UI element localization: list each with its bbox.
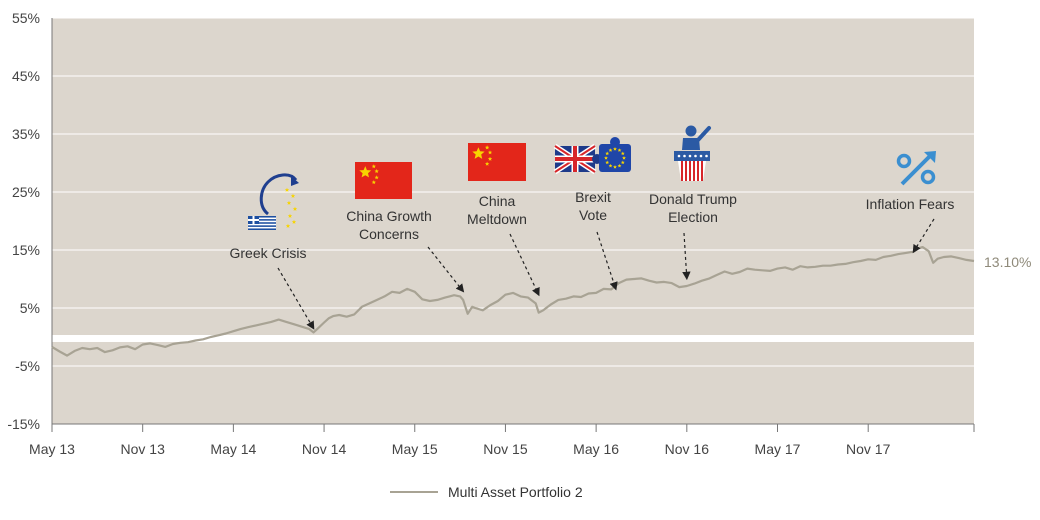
- greek-flag-drain-icon: [248, 173, 299, 230]
- axes: -15% -5% 5% 15% 25% 35% 45% 55% May 13 Nov 13 May …: [7, 10, 975, 457]
- y-tick-label: -15%: [7, 416, 40, 432]
- x-tick-label: Nov 15: [483, 441, 528, 457]
- annotation-label: Brexit Vote: [575, 189, 611, 223]
- annotation-label: China Growth Concerns: [346, 208, 432, 242]
- inflation-percent-icon: [896, 151, 936, 186]
- zero-band: [52, 335, 974, 342]
- x-tick-label: Nov 14: [302, 441, 347, 457]
- x-tick-label: May 13: [29, 441, 75, 457]
- y-tick-label: 5%: [20, 300, 40, 316]
- x-tick-label: May 14: [210, 441, 256, 457]
- y-tick-label: 35%: [12, 126, 40, 142]
- annotation-layer: Greek Crisis China Growth Concerns China Mel…: [229, 189, 955, 330]
- x-tick-label: Nov 16: [665, 441, 710, 457]
- series-layer: [51, 246, 975, 357]
- x-tick-label: Nov 17: [846, 441, 891, 457]
- end-value-label: 13.10%: [984, 254, 1031, 270]
- y-tick-label: 25%: [12, 184, 40, 200]
- us-podium-icon: [674, 125, 711, 181]
- legend-label: Multi Asset Portfolio 2: [448, 484, 583, 500]
- x-tick-label: May 15: [392, 441, 438, 457]
- annotation-icons: [248, 125, 936, 230]
- y-tick-label: 45%: [12, 68, 40, 84]
- y-tick-label: 55%: [12, 10, 40, 26]
- annotation-arrow: [596, 231, 618, 291]
- y-tick-label: -5%: [15, 358, 40, 374]
- annotation-arrow: [912, 218, 935, 254]
- x-tick-label: May 16: [573, 441, 619, 457]
- x-tick-label: May 17: [755, 441, 801, 457]
- annotation-label: Inflation Fears: [866, 196, 955, 212]
- annotation-label: Donald Trump Election: [649, 191, 737, 225]
- annotation-label: China Meltdown: [467, 193, 527, 227]
- x-tick-label: Nov 13: [121, 441, 166, 457]
- plot-background: [52, 18, 974, 424]
- annotation-arrow: [509, 233, 540, 297]
- legend: Multi Asset Portfolio 2: [390, 484, 583, 500]
- annotation-arrow: [682, 232, 691, 281]
- brexit-puzzle-icon: [553, 137, 631, 175]
- annotation-label: Greek Crisis: [229, 245, 306, 261]
- series-line: [51, 246, 975, 357]
- china-flag-icon: [468, 143, 526, 181]
- y-tick-label: 15%: [12, 242, 40, 258]
- china-flag-icon: [355, 162, 412, 199]
